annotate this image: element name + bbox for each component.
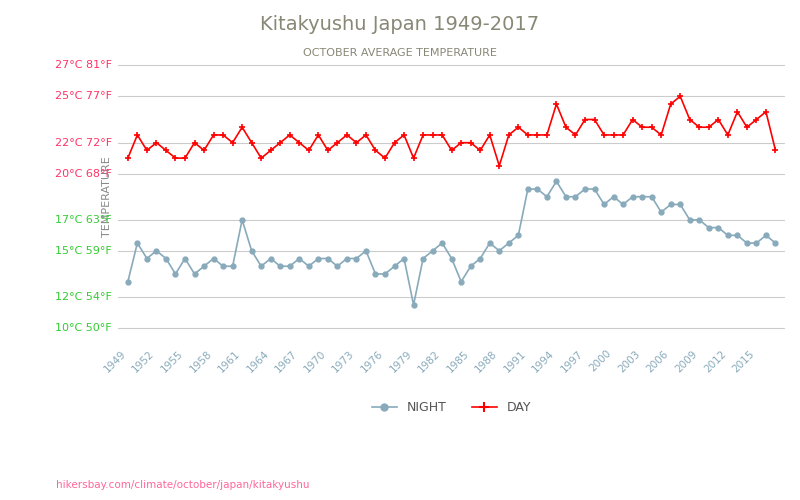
Text: 25°C 77°F: 25°C 77°F — [54, 92, 112, 102]
Text: 10°C 50°F: 10°C 50°F — [55, 323, 112, 333]
Y-axis label: TEMPERATURE: TEMPERATURE — [102, 156, 111, 237]
Text: OCTOBER AVERAGE TEMPERATURE: OCTOBER AVERAGE TEMPERATURE — [303, 48, 497, 58]
Text: 17°C 63°F: 17°C 63°F — [55, 215, 112, 225]
Text: hikersbay.com/climate/october/japan/kitakyushu: hikersbay.com/climate/october/japan/kita… — [56, 480, 310, 490]
Text: 12°C 54°F: 12°C 54°F — [54, 292, 112, 302]
Text: 15°C 59°F: 15°C 59°F — [55, 246, 112, 256]
Text: 22°C 72°F: 22°C 72°F — [54, 138, 112, 147]
Text: 27°C 81°F: 27°C 81°F — [54, 60, 112, 70]
Text: Kitakyushu Japan 1949-2017: Kitakyushu Japan 1949-2017 — [261, 15, 539, 34]
Legend: NIGHT, DAY: NIGHT, DAY — [367, 396, 536, 419]
Text: 20°C 68°F: 20°C 68°F — [54, 168, 112, 178]
